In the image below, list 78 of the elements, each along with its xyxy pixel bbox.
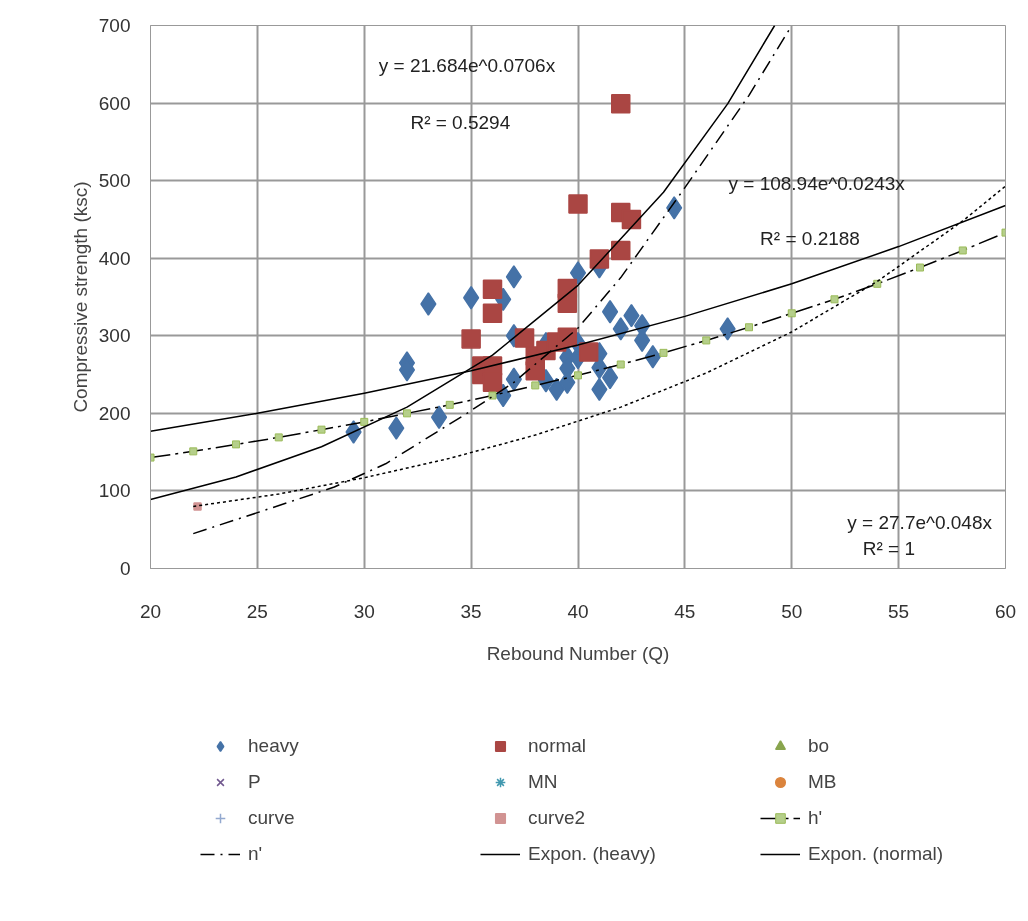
point: [531, 381, 540, 390]
y-tick-label: 200: [98, 402, 131, 424]
x-tick-label: 45: [674, 600, 696, 622]
point: [514, 328, 535, 348]
point: [787, 309, 796, 318]
x-tick-label: 30: [353, 600, 375, 622]
x-tick-label: 60: [994, 600, 1017, 622]
x-tick-label: 50: [781, 600, 803, 622]
legend-label: curve: [248, 807, 296, 829]
point: [463, 286, 480, 310]
point: [557, 293, 578, 313]
y-tick-label: 300: [98, 325, 131, 347]
point: [274, 433, 283, 442]
legend-label: curve2: [528, 807, 587, 829]
point: [830, 295, 839, 304]
point: [445, 400, 454, 409]
point: [601, 299, 619, 324]
point: [317, 425, 326, 434]
y-axis-title: Compressive strength (ksc): [69, 181, 91, 413]
point: [616, 360, 625, 369]
legend-label: heavy: [248, 735, 300, 757]
legend-label: n': [248, 843, 264, 865]
y-tick-label: 100: [98, 480, 131, 502]
legend-label: Expon. (normal): [808, 843, 945, 865]
point: [525, 360, 545, 381]
point: [702, 336, 711, 345]
legend-label: MB: [808, 771, 838, 793]
y-tick-label: 400: [98, 247, 131, 269]
point: [189, 447, 198, 456]
point: [505, 265, 522, 289]
y-tick-label: 0: [119, 558, 131, 579]
legend-label: bo: [808, 735, 831, 757]
annotation: R² = 1: [862, 537, 915, 559]
legend-label: P: [248, 771, 262, 793]
point: [505, 367, 522, 391]
point: [569, 261, 587, 285]
y-tick-label: 600: [98, 92, 131, 114]
x-tick-label: 20: [139, 600, 162, 622]
point: [916, 263, 924, 272]
point: [611, 94, 631, 114]
point: [611, 240, 631, 261]
point: [574, 371, 582, 380]
point: [420, 292, 437, 316]
point: [958, 246, 967, 255]
x-tick-label: 35: [460, 600, 482, 622]
legend-label: h': [808, 807, 824, 829]
point: [745, 323, 753, 332]
x-tick-label: 40: [567, 600, 589, 622]
annotation: y = 21.684e^0.0706x: [378, 55, 556, 77]
point: [403, 409, 411, 418]
point: [482, 303, 503, 324]
point: [659, 348, 668, 357]
point: [612, 317, 629, 341]
annotation: y = 27.7e^0.048x: [847, 511, 993, 533]
point: [568, 194, 588, 214]
y-tick-label: 500: [98, 170, 131, 192]
point: [488, 391, 497, 400]
x-tick-label: 55: [888, 600, 910, 622]
point: [589, 249, 610, 269]
point: [601, 365, 619, 390]
annotation: R² = 0.2188: [760, 227, 860, 249]
point: [388, 416, 405, 440]
point: [719, 317, 736, 341]
point: [461, 329, 481, 349]
point: [482, 279, 503, 299]
annotation: y = 108.94e^0.0243x: [728, 173, 906, 195]
annotation: R² = 0.5294: [410, 112, 511, 134]
x-tick-label: 25: [246, 600, 268, 622]
x-axis-title: Rebound Number (Q): [486, 642, 670, 664]
legend-label: normal: [528, 735, 588, 757]
point: [232, 440, 240, 449]
legend-label: MN: [528, 771, 559, 793]
point: [578, 342, 599, 362]
point: [430, 405, 448, 429]
point: [482, 372, 503, 393]
legend-label: Expon. (heavy): [528, 843, 657, 865]
point: [360, 417, 369, 426]
y-tick-label: 700: [98, 15, 131, 36]
